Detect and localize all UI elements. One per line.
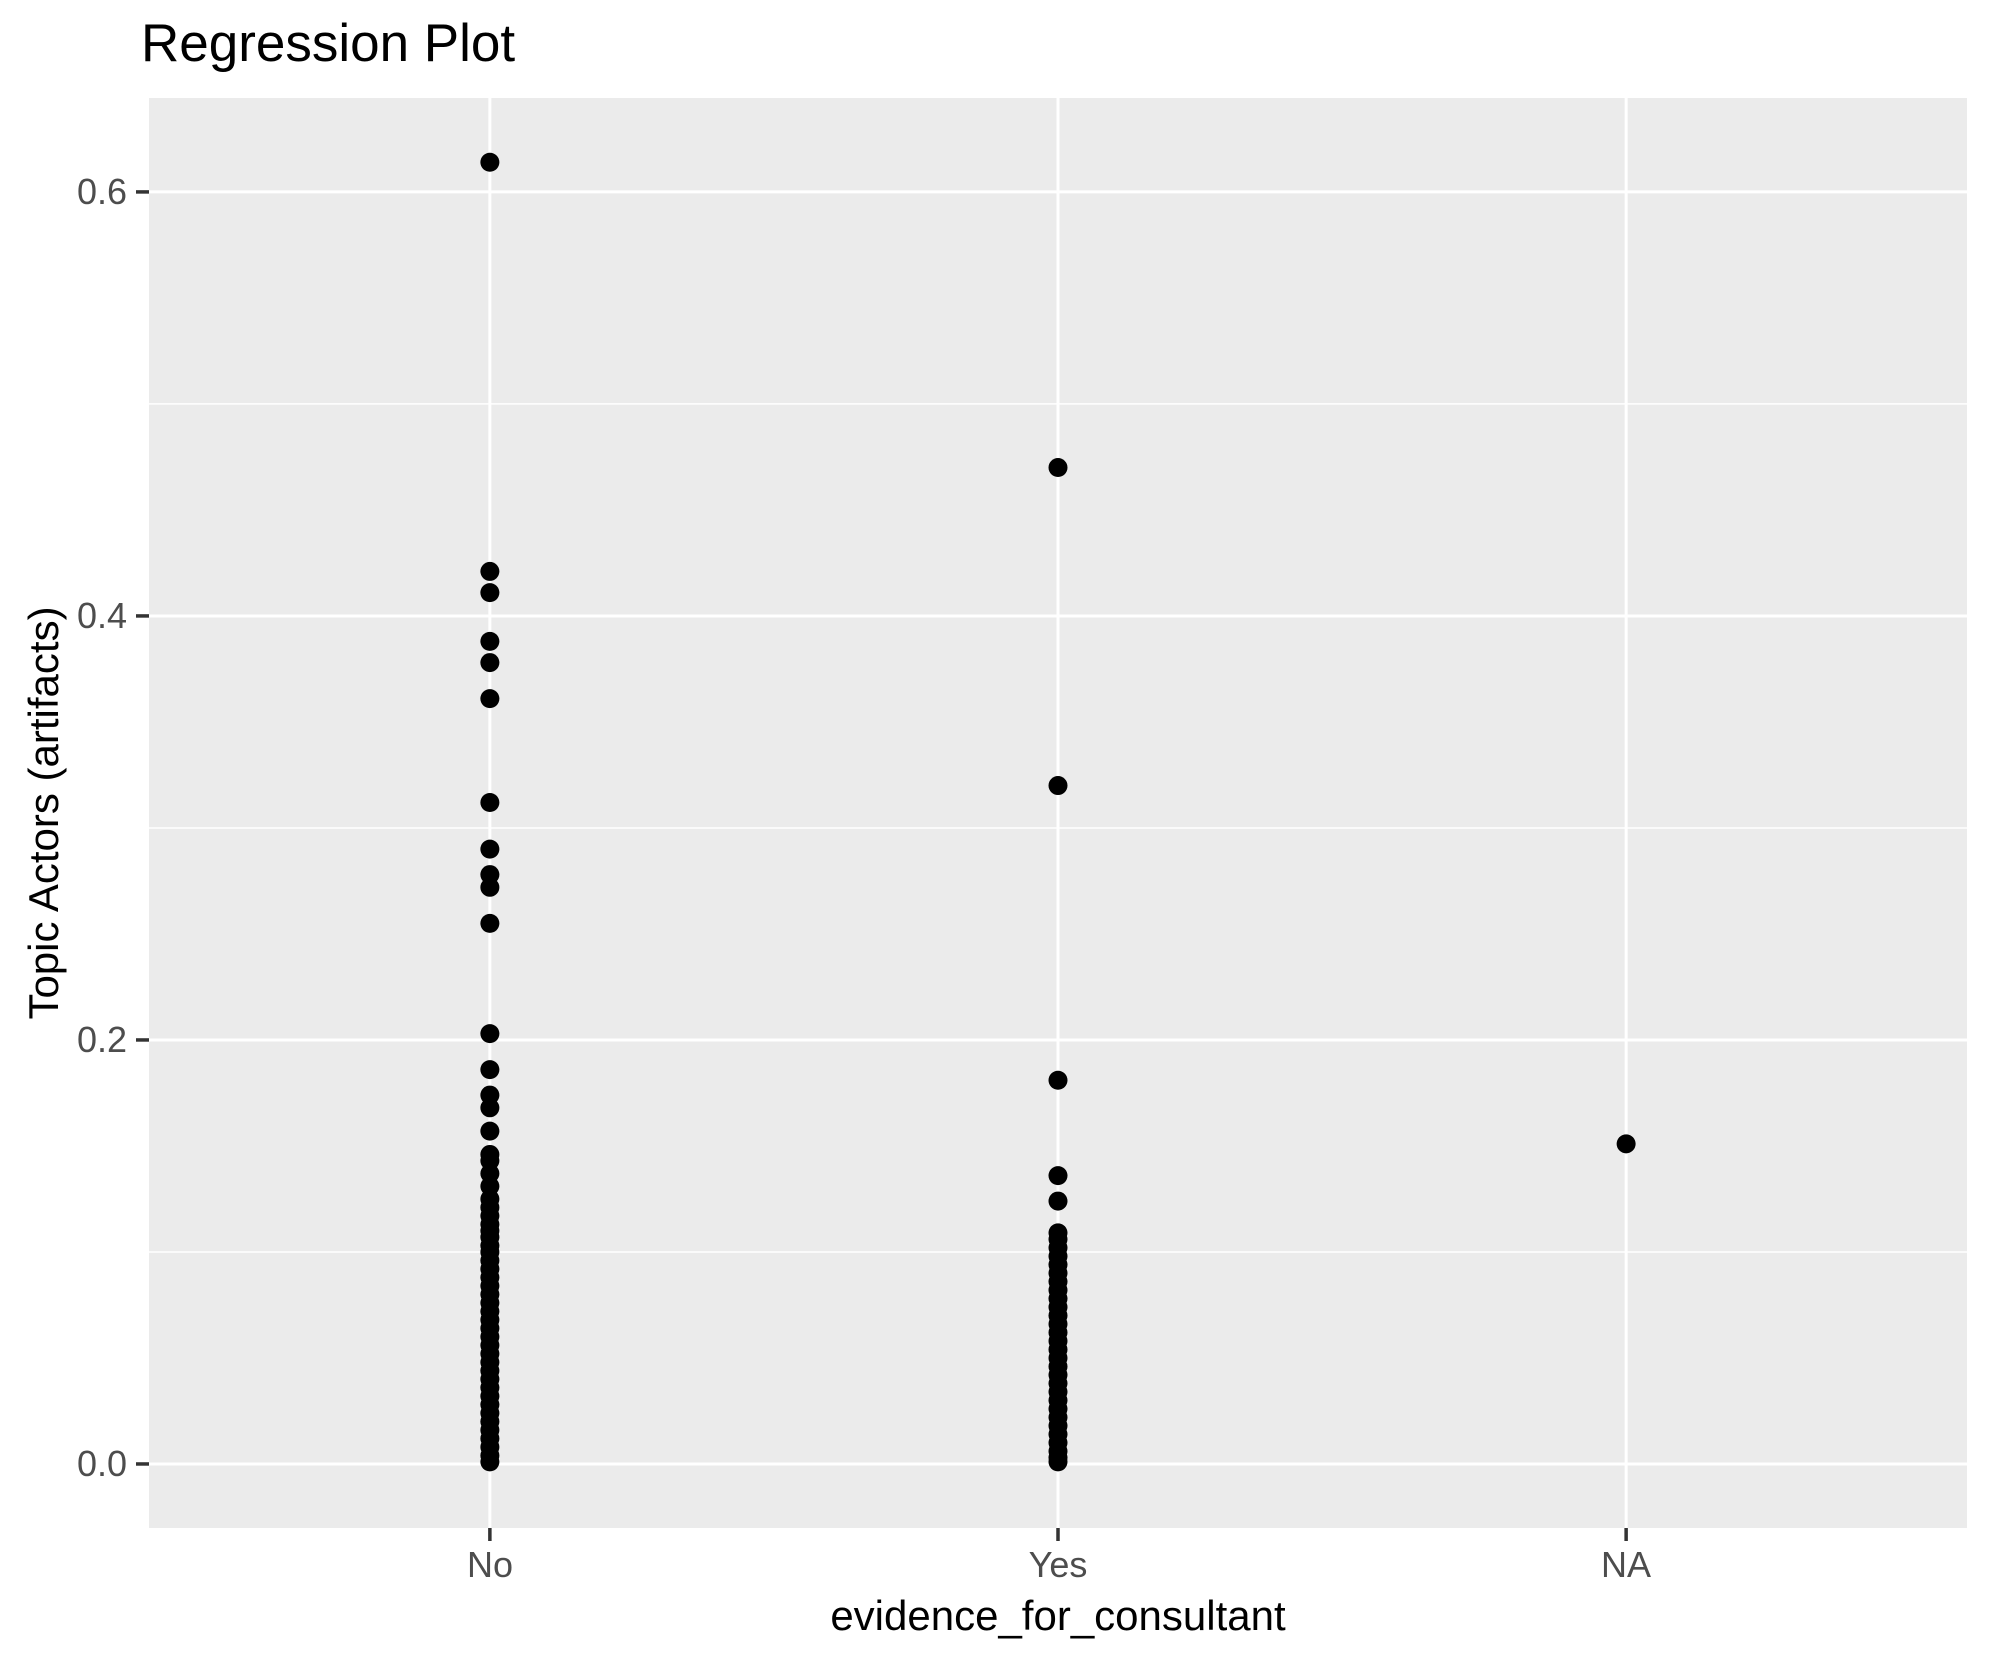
x-tick-label-na: NA: [1600, 1544, 1651, 1585]
x-tick-label-yes: Yes: [1028, 1544, 1088, 1585]
data-point: [480, 583, 500, 603]
data-point: [480, 631, 500, 651]
data-point: [480, 152, 500, 172]
data-point: [1048, 1452, 1068, 1472]
data-point: [480, 1098, 500, 1118]
data-point: [480, 689, 500, 709]
x-tick-label-no: No: [466, 1544, 514, 1585]
data-point: [1048, 1166, 1068, 1186]
data-point: [1048, 458, 1068, 478]
data-point: [480, 839, 500, 859]
data-point: [1048, 1191, 1068, 1211]
y-axis-title: Topic Actors (artifacts): [20, 606, 67, 1020]
data-point: [480, 653, 500, 673]
data-point: [480, 877, 500, 897]
y-tick-label-0.4: 0.4: [76, 595, 127, 636]
data-point: [480, 793, 500, 813]
data-point: [480, 561, 500, 581]
data-point: [1048, 1070, 1068, 1090]
y-tick-label-0.6: 0.6: [76, 171, 127, 212]
data-point: [480, 1121, 500, 1141]
data-point: [1616, 1134, 1636, 1154]
y-tick-label-0.0: 0.0: [76, 1443, 127, 1484]
data-point: [480, 1060, 500, 1080]
data-point: [1048, 776, 1068, 796]
y-tick-label-0.2: 0.2: [76, 1019, 127, 1060]
data-point: [480, 1452, 500, 1472]
plot-title: Regression Plot: [141, 14, 516, 73]
data-point: [480, 1024, 500, 1044]
data-point: [480, 913, 500, 933]
x-axis-title: evidence_for_consultant: [830, 1592, 1286, 1639]
